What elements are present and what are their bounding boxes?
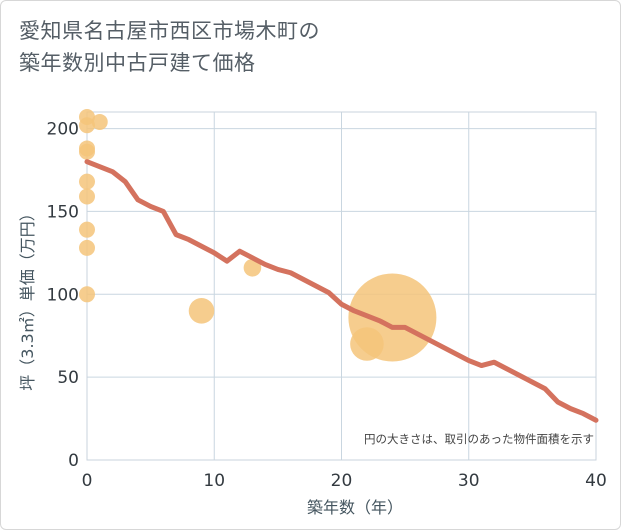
x-tick-label: 30 — [458, 471, 480, 491]
bubble-point — [79, 221, 95, 238]
y-tick-label: 150 — [47, 202, 79, 222]
plot-area — [86, 111, 597, 461]
y-tick-label: 200 — [47, 120, 79, 140]
x-tick-label: 40 — [585, 471, 607, 491]
bubble-point — [79, 286, 95, 303]
x-tick-label: 10 — [203, 471, 225, 491]
chart-title: 愛知県名古屋市西区市場木町の 築年数別中古戸建て価格 — [19, 15, 320, 79]
bubble-point — [79, 143, 95, 160]
bubble-point — [79, 117, 95, 134]
bubble-point — [348, 273, 437, 362]
bubble-point — [188, 298, 215, 324]
bubble-point — [79, 239, 95, 256]
bubbles — [79, 108, 437, 362]
bubble-point — [79, 173, 95, 190]
x-tick-labels: 0 10 20 30 40 — [82, 471, 607, 491]
x-axis-label: 築年数（年） — [307, 498, 403, 517]
y-tick-label: 0 — [68, 451, 79, 471]
bubble-point — [243, 258, 262, 277]
y-axis-label: 坪（3.3㎡）単価（万円） — [18, 205, 37, 390]
y-tick-labels: 0 50 100 150 200 — [47, 120, 79, 471]
x-tick-label: 0 — [82, 471, 93, 491]
bubble-point — [91, 113, 108, 130]
trend-line — [84, 159, 599, 423]
x-tick-label: 20 — [331, 471, 353, 491]
bubble-point — [79, 188, 95, 205]
title-line-1: 愛知県名古屋市西区市場木町の — [19, 19, 320, 43]
title-line-2: 築年数別中古戸建て価格 — [19, 51, 256, 75]
grid-lines — [86, 112, 597, 461]
y-tick-label: 100 — [47, 285, 79, 305]
size-note: 円の大きさは、取引のあった物件面積を示す — [364, 432, 594, 446]
y-tick-label: 50 — [57, 368, 79, 388]
